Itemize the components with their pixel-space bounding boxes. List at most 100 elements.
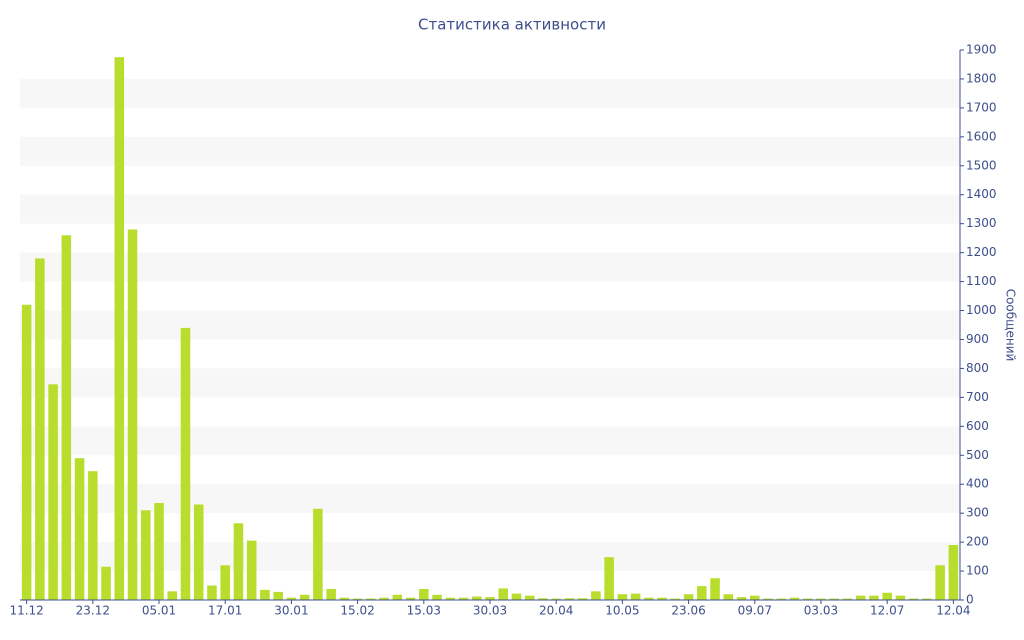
grid-band xyxy=(20,484,960,514)
y-tick-label: 800 xyxy=(966,361,989,375)
bar xyxy=(21,304,32,600)
bar xyxy=(524,595,535,600)
grid-band xyxy=(20,426,960,456)
bar xyxy=(935,565,945,600)
x-tick-label: 05.01 xyxy=(142,604,176,618)
bar xyxy=(908,598,919,600)
bar xyxy=(922,598,932,600)
y-tick-label: 1400 xyxy=(966,187,997,201)
bar xyxy=(842,598,853,600)
bar xyxy=(286,597,297,600)
grid-band xyxy=(20,368,960,398)
bar xyxy=(180,327,191,600)
y-tick-label: 200 xyxy=(966,535,989,549)
x-tick-label: 03.03 xyxy=(804,604,838,618)
bar xyxy=(193,504,204,600)
grid-band xyxy=(20,136,960,166)
bar xyxy=(485,597,495,600)
y-tick-label: 900 xyxy=(966,332,989,346)
bar xyxy=(736,597,747,600)
x-tick-label: 15.02 xyxy=(340,604,374,618)
bar xyxy=(604,557,614,600)
x-tick-label: 23.12 xyxy=(76,604,110,618)
bar xyxy=(498,588,509,600)
x-tick-label: 23.06 xyxy=(671,604,705,618)
bar xyxy=(167,591,178,600)
bar xyxy=(445,597,456,600)
bar xyxy=(74,458,85,600)
y-tick-label: 1100 xyxy=(966,274,997,288)
bar xyxy=(657,597,667,600)
x-tick-label: 11.12 xyxy=(9,604,43,618)
bar xyxy=(750,595,760,600)
bar xyxy=(352,598,363,600)
bar xyxy=(114,57,125,601)
bar xyxy=(895,595,906,600)
x-tick-label: 17.01 xyxy=(208,604,242,618)
bar xyxy=(789,597,800,600)
y-tick-label: 1800 xyxy=(966,71,997,85)
y-tick-label: 0 xyxy=(966,593,974,607)
bar xyxy=(141,510,151,600)
bar xyxy=(379,597,389,600)
bar xyxy=(577,598,588,600)
bar xyxy=(564,598,575,600)
bar xyxy=(511,593,522,600)
bar xyxy=(405,597,416,600)
x-tick-label: 09.07 xyxy=(738,604,772,618)
bar xyxy=(948,545,959,600)
bar xyxy=(802,598,813,600)
bar xyxy=(855,595,866,600)
bar xyxy=(458,597,469,600)
bar xyxy=(644,597,654,600)
x-tick-label: 12.04 xyxy=(936,604,970,618)
x-tick-label: 30.03 xyxy=(473,604,507,618)
x-tick-label: 10.05 xyxy=(605,604,639,618)
grid-band xyxy=(20,78,960,108)
bar xyxy=(246,540,257,600)
bar xyxy=(419,589,429,600)
grid-band xyxy=(20,310,960,340)
bar xyxy=(154,503,164,600)
y-tick-label: 100 xyxy=(966,564,989,578)
bar xyxy=(869,595,879,600)
x-tick-label: 20.04 xyxy=(539,604,573,618)
x-tick-label: 15.03 xyxy=(407,604,441,618)
bar xyxy=(538,598,548,600)
bar xyxy=(392,594,403,600)
y-tick-label: 500 xyxy=(966,448,989,462)
bar xyxy=(683,594,694,600)
bar xyxy=(776,598,787,600)
bar xyxy=(763,598,773,600)
bar xyxy=(233,523,244,600)
chart-title: Статистика активности xyxy=(418,16,606,34)
y-tick-label: 400 xyxy=(966,477,989,491)
bar xyxy=(670,598,681,600)
y-tick-label: 1600 xyxy=(966,129,997,143)
bar xyxy=(617,594,628,600)
bar xyxy=(88,471,98,600)
bar xyxy=(260,589,270,600)
bar xyxy=(207,585,217,600)
bar xyxy=(591,591,601,600)
y-tick-label: 1300 xyxy=(966,216,997,230)
bar xyxy=(816,598,826,600)
bar xyxy=(299,594,310,600)
y-tick-label: 1000 xyxy=(966,303,997,317)
bar xyxy=(101,566,111,600)
bar xyxy=(471,596,482,600)
bar xyxy=(326,589,336,600)
bar xyxy=(551,598,561,600)
y-tick-label: 1700 xyxy=(966,100,997,114)
y-tick-label: 600 xyxy=(966,419,989,433)
bar xyxy=(882,592,892,600)
bar xyxy=(829,598,839,600)
y-tick-label: 700 xyxy=(966,390,989,404)
bar xyxy=(339,597,350,600)
bar xyxy=(710,578,720,600)
bar xyxy=(273,591,283,600)
y-tick-label: 1200 xyxy=(966,245,997,259)
x-tick-label: 12.07 xyxy=(870,604,904,618)
y-tick-label: 300 xyxy=(966,506,989,520)
